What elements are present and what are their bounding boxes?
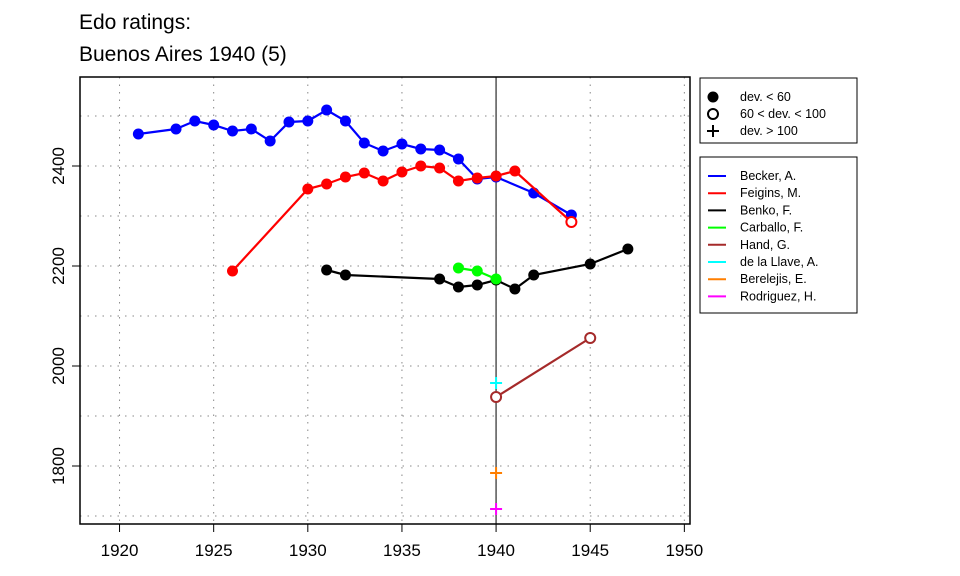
data-point: [264, 135, 276, 147]
marker-legend-box: [699, 77, 858, 144]
x-tick-label: 1920: [101, 541, 139, 560]
data-point: [490, 503, 503, 515]
series-legend-box: [699, 156, 858, 314]
data-point: [245, 123, 257, 135]
series-line: [326, 247, 629, 291]
x-tick-label: 1930: [289, 541, 327, 560]
series-feigins-m-: [227, 160, 578, 277]
data-point: [471, 265, 483, 277]
legend-label: Benko, F.: [740, 203, 792, 217]
data-point: [283, 116, 295, 128]
data-point: [490, 170, 502, 182]
data-point: [227, 265, 238, 277]
data-point: [509, 165, 521, 177]
series-line: [495, 337, 591, 398]
data-point: [584, 258, 596, 270]
data-point: [396, 138, 408, 150]
series-becker-a-: [132, 104, 577, 221]
data-point: [339, 269, 351, 281]
data-point: [471, 279, 483, 291]
legend-label: Hand, G.: [740, 238, 790, 252]
chart-title-line-1: Edo ratings:: [79, 11, 191, 34]
data-point: [339, 171, 351, 183]
series-legend: Becker, A. Feigins, M. Benko, F. Carballo, …: [699, 156, 858, 314]
data-point: [321, 264, 333, 276]
data-point: [509, 283, 521, 295]
legend-marker-open: [707, 108, 719, 120]
x-tick-label: 1940: [477, 541, 515, 560]
chart-title-line-2: Buenos Aires 1940 (5): [79, 43, 287, 66]
x-tick-label: 1950: [665, 541, 703, 560]
legend-marker-label: 60 < dev. < 100: [740, 107, 826, 121]
data-point: [471, 172, 483, 184]
data-point: [208, 119, 220, 131]
data-point: [415, 143, 427, 155]
legend-label: Becker, A.: [740, 169, 796, 183]
data-point: [302, 115, 314, 127]
data-point: [490, 273, 502, 285]
series-hand-g-: [490, 332, 597, 403]
x-tick-label: 1945: [571, 541, 609, 560]
data-point: [189, 115, 201, 127]
data-point: [452, 153, 464, 165]
data-point: [321, 178, 333, 190]
legend-marker-label: dev. < 60: [740, 90, 791, 104]
y-tick-label: 2200: [49, 247, 68, 285]
data-point: [339, 115, 351, 127]
data-point: [132, 128, 144, 140]
data-point: [358, 167, 370, 179]
data-point: [396, 166, 408, 178]
data-point: [490, 377, 503, 389]
data-point: [377, 175, 389, 187]
data-point: [321, 104, 333, 116]
data-point: [584, 332, 597, 344]
data-point: [415, 160, 427, 172]
grid: [80, 77, 690, 524]
y-tick-label: 2400: [49, 147, 68, 185]
data-point: [302, 183, 314, 195]
legend-marker-plus: [707, 125, 719, 137]
data-point: [358, 137, 370, 149]
data-point: [490, 467, 503, 479]
series-line: [138, 108, 572, 216]
data-point: [452, 175, 464, 187]
data-point: [434, 162, 446, 174]
data-point: [377, 145, 389, 157]
series-berelejis-e-: [490, 467, 503, 479]
legend-marker-label: dev. > 100: [740, 124, 798, 138]
data-point: [528, 269, 540, 281]
plot-frame: [79, 76, 691, 525]
series-rodriguez-h-: [490, 503, 503, 515]
data-point: [434, 273, 446, 285]
marker-legend: dev. < 60 60 < dev. < 100 dev. > 100: [699, 77, 858, 144]
y-tick-label: 2000: [49, 347, 68, 385]
data-point: [490, 391, 503, 403]
legend-marker-filled: [707, 91, 719, 103]
y-tick-label: 1800: [49, 447, 68, 485]
series-de-la-llave-a-: [490, 377, 503, 389]
x-tick-label: 1925: [195, 541, 233, 560]
data-point: [227, 125, 238, 137]
axes: 1920 1925 1930 1935 1940 1945 1950 1800 2000 2200…: [49, 147, 703, 560]
legend-label: de la Llave, A.: [740, 255, 819, 269]
data-point: [434, 144, 446, 156]
series-layer: [132, 104, 634, 515]
data-point: [170, 123, 182, 135]
data-point: [452, 281, 464, 293]
data-point: [452, 262, 464, 274]
series-carballo-f-: [452, 262, 502, 285]
x-tick-label: 1935: [383, 541, 421, 560]
legend-label: Carballo, F.: [740, 221, 803, 235]
data-point: [622, 243, 634, 255]
legend-label: Rodriguez, H.: [740, 289, 816, 303]
series-line: [231, 164, 573, 272]
data-point: [565, 216, 578, 228]
legend-label: Feigins, M.: [740, 186, 801, 200]
legend-label: Berelejis, E.: [740, 272, 807, 286]
